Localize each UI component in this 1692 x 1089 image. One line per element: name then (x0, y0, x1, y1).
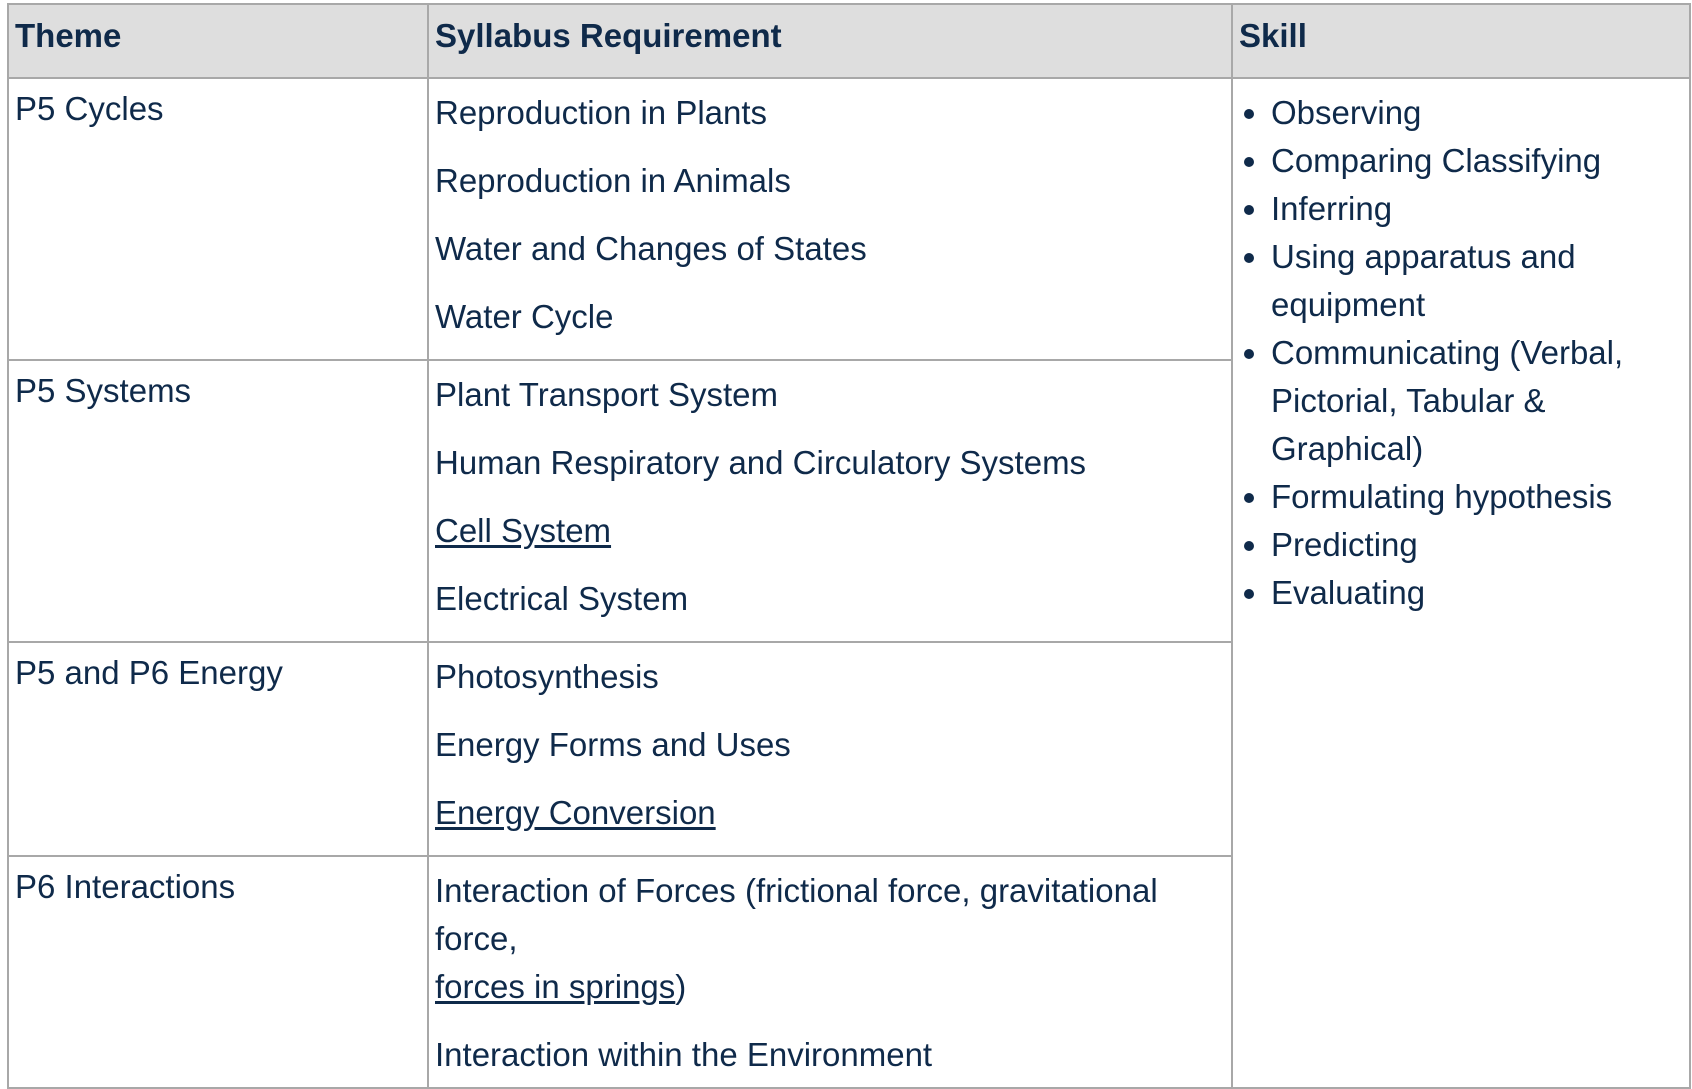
header-syllabus-requirement: Syllabus Requirement (427, 3, 1233, 79)
skill-item: Inferring (1271, 185, 1683, 233)
requirement-item: Interaction within the Environment (435, 1036, 933, 1073)
forces-in-springs-link[interactable]: forces in springs (435, 968, 676, 1005)
energy-conversion-link[interactable]: Energy Conversion (435, 794, 716, 831)
requirement-item: Reproduction in Plants (435, 94, 768, 131)
requirement-cell: Reproduction in Plants Reproduction in A… (427, 77, 1233, 361)
requirement-item: Plant Transport System (435, 376, 778, 413)
requirement-item: Human Respiratory and Circulatory System… (435, 444, 1087, 481)
requirement-text: ) (675, 968, 687, 1005)
theme-cell: P5 and P6 Energy (7, 641, 429, 857)
header-row: Theme Syllabus Requirement Skill (7, 3, 1691, 79)
requirement-item: Water Cycle (435, 298, 614, 335)
skill-item: Evaluating (1271, 569, 1683, 617)
skill-item: Comparing Classifying (1271, 137, 1683, 185)
skill-list: Observing Comparing Classifying Inferrin… (1239, 89, 1683, 617)
table-row-p5-cycles: P5 Cycles Reproduction in Plants Reprodu… (7, 77, 1691, 1089)
requirement-item: Interaction of Forces (frictional force,… (435, 867, 1225, 1011)
requirement-item: Energy Conversion (435, 789, 1225, 837)
cell-system-link[interactable]: Cell System (435, 512, 612, 549)
skill-cell: Observing Comparing Classifying Inferrin… (1231, 77, 1691, 1089)
requirement-cell: Plant Transport System Human Respiratory… (427, 359, 1233, 643)
header-theme: Theme (7, 3, 429, 79)
theme-cell: P6 Interactions (7, 855, 429, 1089)
skill-item: Using apparatus and equipment (1271, 233, 1683, 329)
requirement-item: Electrical System (435, 580, 689, 617)
requirement-text: Interaction of Forces (frictional force,… (435, 872, 1158, 957)
theme-cell: P5 Systems (7, 359, 429, 643)
requirement-item: Photosynthesis (435, 658, 659, 695)
syllabus-table: Theme Syllabus Requirement Skill P5 Cycl… (7, 3, 1691, 1089)
table-row-p5-systems: P5 Systems Plant Transport System Human … (7, 359, 1690, 643)
skill-item: Communicating (Verbal, Pictorial, Tabula… (1271, 329, 1683, 473)
requirement-cell: Photosynthesis Energy Forms and Uses Ene… (427, 641, 1233, 857)
requirement-item: Reproduction in Animals (435, 162, 791, 199)
skill-item: Predicting (1271, 521, 1683, 569)
requirement-item: Cell System (435, 507, 1225, 555)
table-row-p6-interactions: P6 Interactions Interaction of Forces (f… (7, 855, 1690, 1089)
requirement-item: Water and Changes of States (435, 230, 867, 267)
table-row-p5-p6-energy: P5 and P6 Energy Photosynthesis Energy F… (7, 641, 1690, 857)
requirement-item: Energy Forms and Uses (435, 726, 791, 763)
skill-item: Formulating hypothesis (1271, 473, 1683, 521)
header-skill: Skill (1231, 3, 1691, 79)
requirement-cell: Interaction of Forces (frictional force,… (427, 855, 1233, 1089)
skill-item: Observing (1271, 89, 1683, 137)
theme-cell: P5 Cycles (7, 77, 429, 361)
